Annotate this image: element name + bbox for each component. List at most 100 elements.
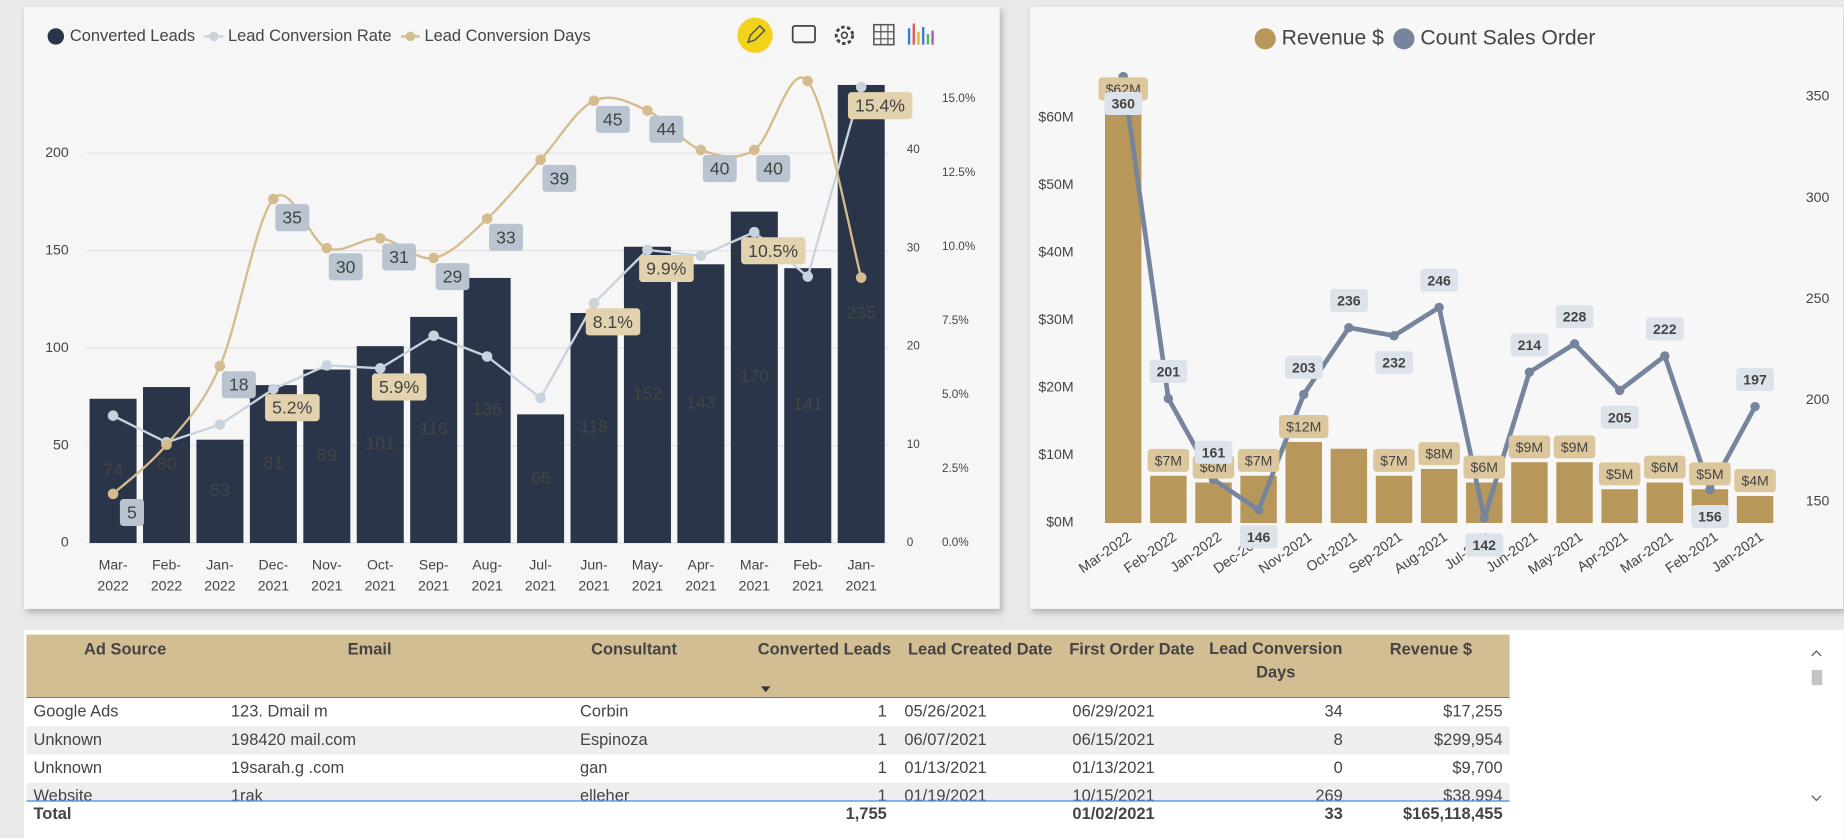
line-label-box — [595, 105, 630, 133]
y2-tick-label: 40 — [907, 143, 921, 156]
table-cell: 01/13/2021 — [1072, 759, 1154, 777]
line-label: 35 — [282, 208, 302, 228]
table-cell: 05/26/2021 — [904, 703, 986, 721]
table: Ad Source Email Consultant Converted Leads L… — [26, 634, 1510, 823]
line-label-box — [1600, 405, 1639, 429]
bar — [784, 268, 832, 543]
line-label-box — [1465, 533, 1504, 557]
line-label-box — [371, 373, 427, 401]
table-cell: Espinoza — [580, 731, 648, 749]
x-tick-label: Sep-2021 — [418, 556, 450, 593]
column-header: Converted Leads — [758, 640, 891, 658]
x-tick-label: Mar-2022 — [97, 556, 129, 593]
table-cell: Google Ads — [33, 703, 118, 721]
table-cell: 1 — [878, 731, 887, 749]
table-cell: 269 — [1315, 787, 1342, 805]
legend-label: Converted Leads — [70, 27, 195, 45]
line-label-box — [1284, 355, 1323, 379]
bar — [1330, 448, 1368, 524]
line-point — [535, 154, 546, 166]
bar-label: $7M — [1245, 452, 1272, 468]
y-tick-label: $0M — [1046, 514, 1073, 530]
y3-tick-label: 10.0% — [942, 240, 976, 253]
scrollbar[interactable] — [1811, 650, 1823, 802]
x-tick-label: Oct-2021 — [365, 556, 397, 593]
x-tick-label: Jul-2021 — [525, 556, 557, 593]
line-point — [749, 144, 760, 156]
x-tick-label: Mar-2021 — [739, 556, 771, 593]
bar-label: 89 — [317, 445, 337, 465]
legend-marker — [1393, 28, 1415, 50]
bar-label-box — [1689, 462, 1731, 486]
settings-icon[interactable] — [834, 25, 855, 45]
line-point — [588, 297, 600, 309]
table-cell: 06/15/2021 — [1072, 731, 1154, 749]
y2-tick-label: 20 — [907, 340, 921, 353]
line-label-box — [1239, 525, 1278, 549]
line-label-box — [1149, 359, 1188, 383]
line-point — [802, 271, 814, 282]
table-cell: 198420 mail.com — [231, 731, 356, 749]
line-point — [481, 213, 493, 224]
bar — [1420, 468, 1458, 524]
bar — [1511, 462, 1548, 524]
bar-label: $6M — [1651, 459, 1678, 475]
table-cell: elleher — [580, 787, 630, 805]
y2-tick-label: 300 — [1806, 189, 1830, 205]
x-tick-label: Apr-2021 — [685, 556, 717, 593]
bar — [570, 313, 618, 543]
line-label-box — [702, 155, 737, 183]
line-label-box — [119, 498, 145, 527]
x-tick-label: Jan-2022 — [204, 556, 236, 593]
edit-icon[interactable] — [737, 17, 773, 53]
line-label: 33 — [496, 227, 516, 247]
y-tick-label: $10M — [1038, 446, 1073, 462]
bar-label: 136 — [472, 399, 502, 419]
visual-icon[interactable] — [907, 23, 934, 45]
line-point — [1614, 385, 1625, 396]
bar-label-box — [1734, 469, 1776, 493]
column-header: Ad Source — [84, 640, 166, 658]
line-point — [642, 244, 653, 256]
bar-label: $12M — [1286, 419, 1321, 435]
table-icon[interactable] — [873, 23, 895, 46]
y2-tick-label: 30 — [907, 241, 921, 254]
comment-icon[interactable] — [791, 24, 816, 44]
legend-marker — [1254, 28, 1276, 50]
line-label: 360 — [1111, 96, 1135, 112]
y2-tick-label: 0 — [907, 536, 914, 549]
line-label: 9.9% — [646, 259, 686, 279]
bar — [623, 246, 671, 543]
table-cell: 0 — [1334, 759, 1343, 777]
x-tick-label: Feb-2021 — [792, 556, 824, 593]
line-point — [428, 252, 439, 264]
bar-label: $6M — [1471, 459, 1498, 475]
line-point — [855, 272, 867, 283]
x-tick-label: Jun-2021 — [578, 556, 610, 593]
bar-label: 141 — [793, 394, 822, 414]
line-label-box — [435, 263, 470, 291]
table-cell: $299,954 — [1434, 731, 1503, 749]
y-tick-label: $30M — [1038, 311, 1073, 327]
bar — [1375, 475, 1413, 524]
line-point — [107, 488, 119, 500]
y3-tick-label: 12.5% — [942, 166, 976, 179]
line-point — [214, 419, 226, 430]
bar — [196, 439, 244, 543]
line-point — [481, 351, 493, 362]
line-label: 214 — [1518, 337, 1542, 353]
column-header: Revenue $ — [1390, 640, 1472, 658]
line-label-box — [639, 255, 694, 283]
y3-tick-label: 5.0% — [942, 388, 969, 401]
line-point — [1344, 322, 1354, 333]
line-label-box — [1375, 351, 1413, 375]
y3-tick-label: 15.0% — [942, 92, 976, 105]
legend-label: Revenue $ — [1282, 26, 1384, 49]
line-point — [588, 95, 600, 107]
bar — [1736, 496, 1774, 524]
line-label: 222 — [1653, 321, 1677, 337]
line-point — [107, 410, 119, 421]
bar — [677, 264, 725, 543]
line-point — [1705, 484, 1715, 495]
